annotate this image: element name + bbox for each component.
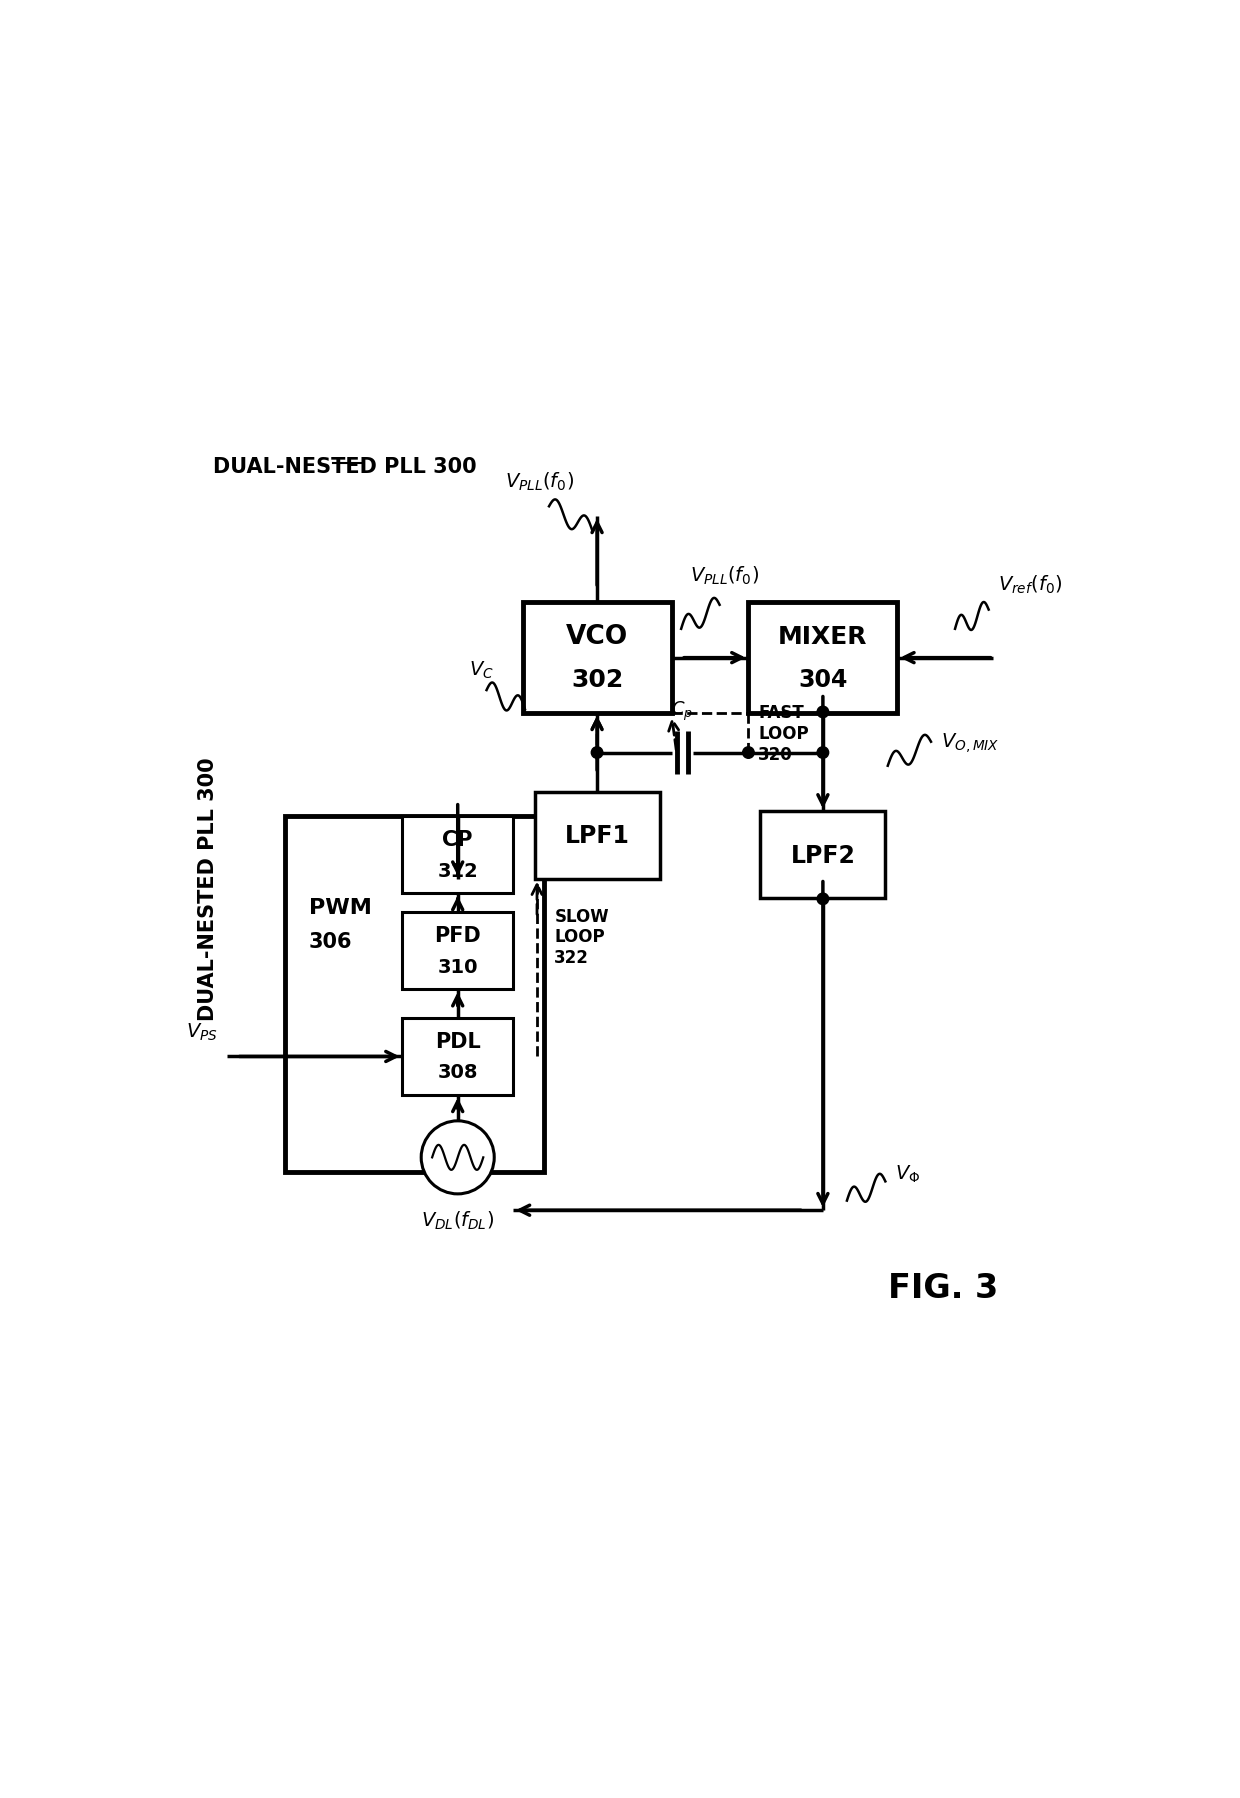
Text: FAST
LOOP
320: FAST LOOP 320: [758, 703, 808, 762]
Text: LPF1: LPF1: [564, 823, 630, 849]
Bar: [403, 1018, 513, 1095]
Text: 310: 310: [438, 957, 477, 976]
Bar: [522, 602, 672, 714]
Text: 308: 308: [438, 1063, 477, 1082]
Bar: [285, 816, 544, 1172]
Text: $V_{\Phi}$: $V_{\Phi}$: [895, 1163, 920, 1185]
Bar: [749, 602, 898, 714]
Text: 304: 304: [799, 667, 848, 692]
Text: $V_{PS}$: $V_{PS}$: [186, 1021, 217, 1043]
Text: CP: CP: [443, 831, 472, 850]
Bar: [403, 816, 513, 894]
Text: 312: 312: [438, 861, 479, 879]
Text: FIG. 3: FIG. 3: [888, 1271, 998, 1304]
Circle shape: [743, 748, 754, 759]
Text: DUAL-NESTED PLL 300: DUAL-NESTED PLL 300: [198, 757, 218, 1021]
Text: MIXER: MIXER: [779, 626, 868, 649]
Text: 302: 302: [570, 667, 624, 692]
Text: $V_{PLL}(f_0)$: $V_{PLL}(f_0)$: [689, 565, 759, 586]
Text: PFD: PFD: [434, 926, 481, 946]
Circle shape: [591, 748, 603, 759]
Bar: [534, 793, 660, 879]
Text: LPF2: LPF2: [790, 843, 856, 867]
Text: VCO: VCO: [565, 624, 629, 651]
Text: $C_p$: $C_p$: [671, 699, 693, 723]
Circle shape: [817, 748, 828, 759]
Bar: [760, 813, 885, 899]
Text: PWM: PWM: [309, 897, 372, 919]
Circle shape: [422, 1122, 495, 1194]
Text: 306: 306: [309, 931, 352, 951]
Text: $V_{PLL}(f_0)$: $V_{PLL}(f_0)$: [505, 471, 574, 493]
Circle shape: [817, 707, 828, 717]
Text: $V_C$: $V_C$: [469, 660, 495, 681]
Text: SLOW
LOOP
322: SLOW LOOP 322: [554, 906, 609, 967]
Text: PDL: PDL: [435, 1032, 481, 1052]
Text: $V_{O,MIX}$: $V_{O,MIX}$: [941, 730, 999, 753]
Text: $V_{ref}(f_0)$: $V_{ref}(f_0)$: [998, 574, 1063, 595]
Circle shape: [817, 894, 828, 904]
Bar: [403, 913, 513, 989]
Text: DUAL-NESTED PLL 300: DUAL-NESTED PLL 300: [213, 457, 476, 476]
Text: $V_{DL}(f_{DL})$: $V_{DL}(f_{DL})$: [422, 1208, 495, 1232]
